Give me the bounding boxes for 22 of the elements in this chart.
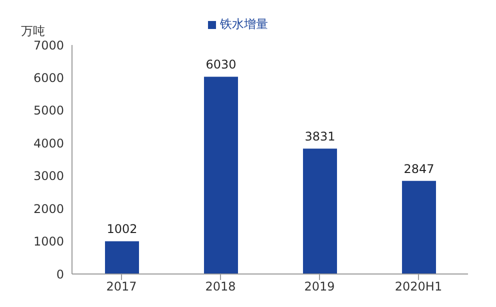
- bar: [303, 148, 337, 274]
- y-tick-label: 7000: [33, 38, 64, 52]
- x-tick-label: 2018: [205, 280, 236, 294]
- y-tick-label: 1000: [33, 234, 64, 249]
- y-tick-label: 0: [56, 267, 64, 282]
- bar: [204, 76, 238, 274]
- bar: [402, 180, 436, 274]
- y-tick-label: 2000: [33, 202, 64, 216]
- data-label: 3831: [304, 130, 336, 144]
- x-tick-label: 2020H1: [394, 280, 442, 294]
- legend-label: 铁水增量: [220, 17, 268, 31]
- data-label: 6030: [206, 58, 236, 72]
- bar: [105, 241, 139, 274]
- data-label: 1002: [106, 222, 138, 236]
- x-tick-label: 2019: [304, 280, 335, 294]
- y-tick-label: 5000: [33, 104, 64, 118]
- y-tick-label: 3000: [33, 169, 64, 184]
- x-tick-label: 2017: [106, 280, 137, 294]
- y-tick-label: 4000: [33, 136, 64, 150]
- y-axis-title: 万吨: [21, 24, 45, 38]
- y-tick-label: 6000: [33, 70, 64, 85]
- data-label: 2847: [404, 162, 434, 176]
